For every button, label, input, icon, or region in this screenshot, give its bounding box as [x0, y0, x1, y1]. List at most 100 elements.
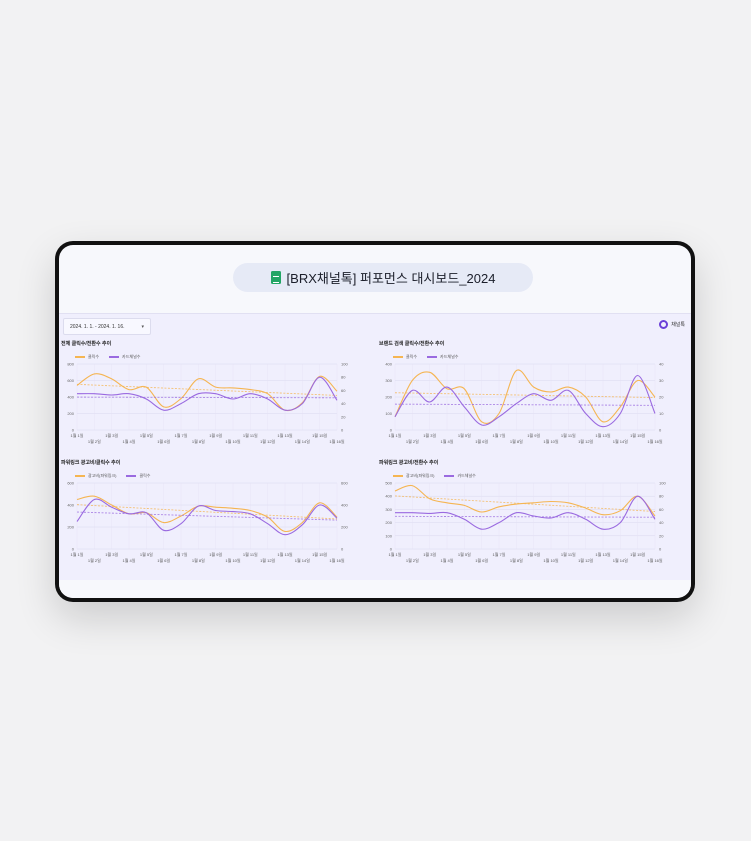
x-tick-label: 1월 12일 [578, 438, 593, 444]
x-tick-label: 1월 6일 [157, 438, 170, 444]
series-line [76, 373, 338, 412]
legend-swatch [393, 356, 403, 358]
x-tick-label: 1월 10일 [543, 438, 558, 444]
x-tick-label: 1월 1일 [389, 551, 402, 557]
y-tick-left: 0 [390, 547, 393, 552]
series-line [76, 376, 338, 411]
y-tick-right: 40 [659, 362, 664, 367]
x-tick-label: 1월 3일 [423, 432, 436, 438]
x-tick-label: 1월 13일 [277, 432, 292, 438]
x-tick-label: 1월 14일 [613, 438, 628, 444]
brand-logo-group: 채널톡 [659, 320, 685, 329]
series-line [394, 495, 656, 530]
x-tick-label: 1월 4일 [123, 438, 136, 444]
chart-legend: 클릭수 카드체널수 [393, 354, 458, 360]
legend-label: 카드체널수 [457, 473, 476, 478]
x-tick-label: 1월 4일 [441, 438, 454, 444]
x-tick-label: 1월 5일 [458, 551, 471, 557]
x-tick-label: 1월 10일 [225, 557, 240, 563]
series-line [76, 498, 338, 536]
legend-label: 클릭수 [88, 354, 100, 359]
y-tick-left: 0 [390, 428, 393, 433]
legend-label: 카드체널수 [122, 354, 141, 359]
legend-label: 클릭수 [139, 473, 151, 478]
legend-item: 클릭수 [393, 354, 417, 360]
chevron-down-icon: ▾ [141, 324, 144, 330]
y-tick-left: 300 [385, 507, 392, 512]
x-tick-label: 1월 5일 [458, 432, 471, 438]
x-tick-label: 1월 12일 [260, 557, 275, 563]
x-tick-label: 1월 13일 [277, 551, 292, 557]
legend-label: 광고비(파워링크) [88, 473, 117, 478]
x-tick-label: 1월 12일 [260, 438, 275, 444]
x-tick-label: 1월 15일 [312, 432, 327, 438]
legend-label: 광고비(파워링크) [406, 473, 435, 478]
x-tick-label: 1월 7일 [175, 432, 188, 438]
x-tick-label: 1월 6일 [475, 438, 488, 444]
y-tick-right: 0 [341, 547, 344, 552]
y-tick-right: 100 [341, 362, 348, 367]
chart-panel-2: 브랜드 검색 클릭수/전환수 추이 클릭수 카드체널수 400 300 200 100… [379, 340, 673, 453]
x-tick-label: 1월 11일 [561, 551, 576, 557]
x-tick-label: 1월 11일 [243, 432, 258, 438]
x-tick-label: 1월 2일 [406, 557, 419, 563]
y-tick-right: 20 [341, 414, 346, 419]
chart-legend: 광고비(파워링크) 카드체널수 [393, 473, 476, 479]
x-tick-label: 1월 7일 [175, 551, 188, 557]
y-tick-left: 200 [67, 411, 74, 416]
legend-item: 클릭수 [75, 354, 99, 360]
y-tick-right: 40 [659, 520, 664, 525]
series-line [76, 495, 338, 533]
brand-name: 채널톡 [671, 322, 685, 328]
series-line [394, 374, 656, 428]
legend-swatch [126, 475, 137, 477]
x-tick-label: 1월 12일 [578, 557, 593, 563]
x-tick-label: 1월 9일 [527, 432, 540, 438]
bottom-bar [59, 580, 691, 598]
y-tick-left: 100 [385, 533, 392, 538]
x-tick-label: 1월 11일 [243, 551, 258, 557]
x-tick-label: 1월 8일 [510, 438, 523, 444]
legend-item: 광고비(파워링크) [75, 473, 116, 479]
y-tick-right: 30 [659, 378, 664, 383]
x-tick-label: 1월 6일 [157, 557, 170, 563]
trend-line [394, 515, 656, 518]
x-tick-label: 1월 9일 [527, 551, 540, 557]
x-tick-label: 1월 8일 [192, 438, 205, 444]
x-tick-label: 1월 15일 [312, 551, 327, 557]
y-tick-right: 0 [341, 428, 344, 433]
y-tick-right: 0 [659, 547, 662, 552]
x-tick-label: 1월 9일 [209, 432, 222, 438]
trend-line [76, 511, 338, 521]
y-tick-left: 0 [72, 428, 75, 433]
x-tick-label: 1월 2일 [406, 438, 419, 444]
y-tick-right: 60 [341, 388, 346, 393]
date-range-picker[interactable]: 2024. 1. 1. - 2024. 1. 16. ▾ [63, 318, 151, 335]
date-range-value: 2024. 1. 1. - 2024. 1. 16. [70, 323, 125, 330]
trend-line [76, 383, 338, 396]
x-tick-label: 1월 10일 [225, 438, 240, 444]
chart-title: 전체 클릭수/전환수 추이 [61, 341, 112, 347]
google-sheets-icon [270, 271, 281, 284]
y-tick-right: 400 [341, 503, 348, 508]
x-tick-label: 1월 5일 [140, 432, 153, 438]
y-tick-right: 600 [341, 481, 348, 486]
y-tick-right: 40 [341, 401, 346, 406]
y-tick-right: 20 [659, 533, 664, 538]
chart-legend: 광고비(파워링크) 클릭수 [75, 473, 150, 479]
legend-label: 카드체널수 [440, 354, 459, 359]
chart-panel-4: 파워링크 광고비/전환수 추이 광고비(파워링크) 카드체널수 500 400 30… [379, 459, 673, 572]
header-title-pill: [BRX채널톡] 퍼포먼스 대시보드_2024 [233, 263, 533, 292]
y-tick-right: 20 [659, 395, 664, 400]
x-tick-label: 1월 16일 [647, 557, 662, 563]
x-tick-label: 1월 16일 [647, 438, 662, 444]
x-tick-label: 1월 14일 [295, 438, 310, 444]
x-tick-label: 1월 3일 [423, 551, 436, 557]
series-line [394, 369, 656, 424]
legend-item: 광고비(파워링크) [393, 473, 434, 479]
y-tick-left: 600 [67, 481, 74, 486]
x-tick-label: 1월 15일 [630, 432, 645, 438]
legend-item: 카드체널수 [427, 354, 458, 360]
y-tick-left: 400 [385, 494, 392, 499]
